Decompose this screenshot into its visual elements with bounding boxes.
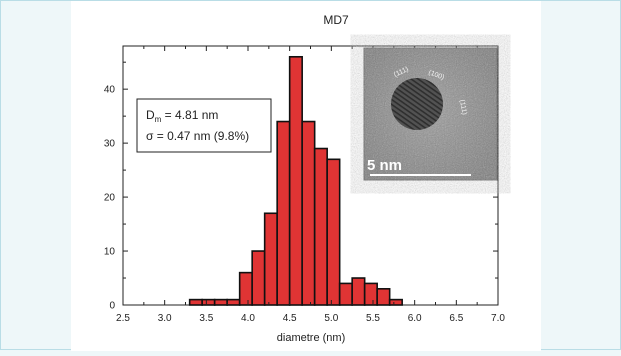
x-tick-label-1: 3.0 <box>158 313 172 324</box>
bar-0 <box>188 298 203 306</box>
mean-diameter-label: Dm = 4.81 nm <box>146 108 218 124</box>
histogram-chart: MD7 2.5 3.0 3.5 4.0 4.5 5.0 5.5 6.0 6.5 7.0 0 10 20… <box>104 13 506 344</box>
bar-13 <box>351 277 366 306</box>
figure-panel: MD7 2.5 3.0 3.5 4.0 4.5 5.0 5.5 6.0 6.5 7.0 0 10 20… <box>71 1 541 351</box>
x-axis: 2.5 3.0 3.5 4.0 4.5 5.0 5.5 6.0 6.5 7.0 <box>116 46 505 324</box>
x-tick-label-7: 6.0 <box>408 313 422 324</box>
stats-box <box>136 98 272 153</box>
stats-annotation: Dm = 4.81 nm σ = 0.47 nm (9.8%) <box>136 98 272 153</box>
y-tick-label-0: 0 <box>109 301 115 312</box>
bar-10 <box>313 147 328 306</box>
bar-2 <box>213 298 228 306</box>
bar-12 <box>338 282 353 306</box>
bar-11 <box>326 158 341 306</box>
bar-7 <box>276 120 291 306</box>
facet-label-3: (111) <box>458 99 468 115</box>
x-tick-label-9: 7.0 <box>491 313 505 324</box>
bar-14 <box>363 282 378 306</box>
sigma-label: σ = 0.47 nm (9.8%) <box>146 129 249 143</box>
bars-group <box>188 55 403 306</box>
bar-9 <box>301 120 316 306</box>
y-tick-label-2: 20 <box>104 193 116 204</box>
x-tick-label-8: 6.5 <box>449 313 463 324</box>
x-tick-label-3: 4.0 <box>241 313 255 324</box>
bar-4 <box>238 271 253 306</box>
bar-3 <box>226 298 241 306</box>
nanoparticle <box>391 78 443 130</box>
y-tick-label-3: 30 <box>104 139 116 150</box>
x-tick-label-5: 5.0 <box>324 313 338 324</box>
x-tick-label-2: 3.5 <box>199 313 213 324</box>
y-tick-label-4: 40 <box>104 85 116 96</box>
bar-6 <box>263 212 278 306</box>
x-tick-label-4: 4.5 <box>283 313 297 324</box>
x-axis-label: diametre (nm) <box>277 332 345 344</box>
bar-8 <box>288 55 303 306</box>
bar-15 <box>376 288 391 306</box>
x-tick-label-6: 5.5 <box>366 313 380 324</box>
bar-1 <box>201 298 216 306</box>
chart-title: MD7 <box>323 13 349 27</box>
bar-16 <box>388 298 403 306</box>
scale-bar-label: 5 nm <box>367 157 402 174</box>
tem-inset: (111) (100) (111) 5 nm <box>363 47 498 181</box>
x-tick-label-0: 2.5 <box>116 313 130 324</box>
y-tick-label-1: 10 <box>104 247 116 258</box>
bar-5 <box>251 250 266 306</box>
